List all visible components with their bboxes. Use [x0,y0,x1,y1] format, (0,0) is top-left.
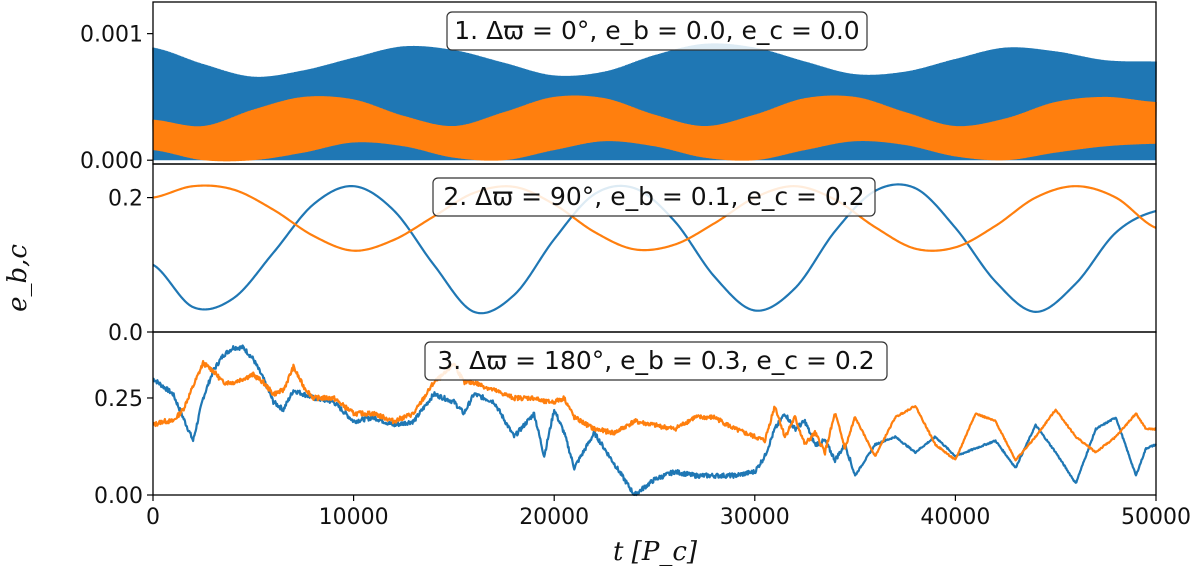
panel-2-annotation: 2. Δϖ = 90°, e_b = 0.1, e_c = 0.2 [432,177,876,217]
panel-1-y-ticks: 0.000 0.001 [80,23,153,174]
panel-1-plot-area [152,43,1157,162]
x-tick-label: 0 [146,505,160,530]
panel-3-y-tick-label: 0.00 [94,484,143,509]
panel-3: 0.00 0.25 3. Δϖ = 180°, e_b = 0.3, e_c = … [94,331,1157,509]
panel-1-series-c [152,95,1157,162]
panel-3-annotation: 3. Δϖ = 180°, e_b = 0.3, e_c = 0.2 [424,341,888,381]
x-axis-label: t [P_c] [613,537,698,567]
x-tick-label: 40000 [920,505,990,530]
panel-1: 0.000 0.001 1. Δϖ = 0°, e_b = 0.0, e_c = … [80,1,1157,174]
panel-3-series-c [152,359,1157,462]
panel-1-y-tick-label: 0.001 [80,23,143,48]
panel-3-y-tick-label: 0.25 [94,387,143,412]
x-tick-label: 10000 [319,505,389,530]
panel-3-frame [152,331,1157,496]
panel-1-annotation-text: 1. Δϖ = 0°, e_b = 0.0, e_c = 0.0 [454,16,859,45]
panel-2-y-ticks: 0.0 0.2 [108,187,153,346]
panel-2-y-tick-label: 0.0 [108,321,143,346]
x-tick-label: 50000 [1121,505,1191,530]
panel-3-plot-area [152,344,1157,497]
panel-2-y-tick-label: 0.2 [108,187,143,212]
x-tick-label: 30000 [720,505,790,530]
panel-2-series-c [152,184,1157,252]
x-axis-ticks: 0 10000 20000 30000 40000 50000 [146,495,1191,530]
panel-3-y-ticks: 0.00 0.25 [94,387,153,509]
panel-1-annotation: 1. Δϖ = 0°, e_b = 0.0, e_c = 0.0 [446,11,868,51]
y-axis-label: e_b,c [3,244,33,312]
panel-3-annotation-text: 3. Δϖ = 180°, e_b = 0.3, e_c = 0.2 [437,346,874,375]
panel-2-annotation-text: 2. Δϖ = 90°, e_b = 0.1, e_c = 0.2 [443,182,864,211]
panel-2: 0.0 0.2 2. Δϖ = 90°, e_b = 0.1, e_c = 0.2 [108,163,1157,346]
panel-1-y-tick-label: 0.000 [80,149,143,174]
x-tick-label: 20000 [519,505,589,530]
panel-3-series-b [152,344,1157,497]
